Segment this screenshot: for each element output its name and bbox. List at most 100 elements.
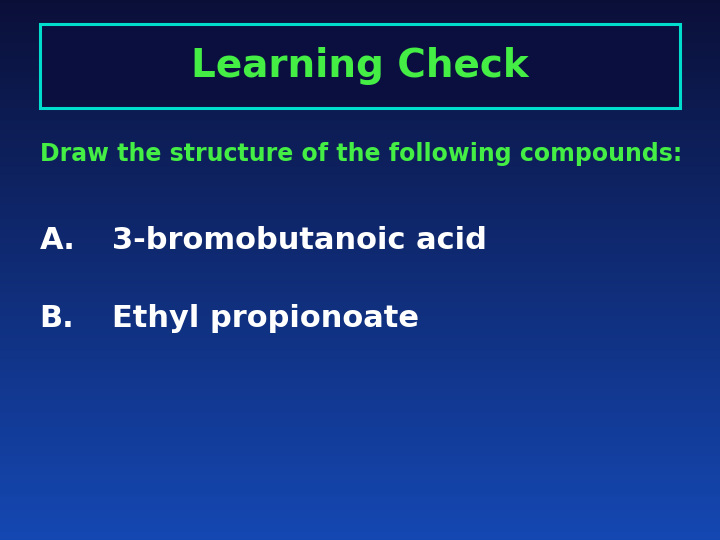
Text: Ethyl propionoate: Ethyl propionoate — [112, 304, 418, 333]
Bar — [0, 516, 720, 518]
Bar — [0, 246, 720, 248]
Bar — [0, 119, 720, 122]
Bar — [0, 157, 720, 159]
Bar — [0, 410, 720, 413]
Bar — [0, 375, 720, 378]
Bar — [0, 146, 720, 148]
Bar — [0, 30, 720, 32]
Bar — [0, 100, 720, 103]
Bar — [0, 454, 720, 456]
Bar — [0, 502, 720, 505]
Bar — [0, 327, 720, 329]
Bar — [0, 219, 720, 221]
Bar — [0, 70, 720, 73]
Bar — [0, 273, 720, 275]
Bar — [0, 400, 720, 402]
Bar — [0, 313, 720, 316]
Bar — [0, 364, 720, 367]
Bar — [0, 432, 720, 435]
Bar — [0, 197, 720, 200]
Bar — [0, 362, 720, 364]
Bar — [0, 65, 720, 68]
Bar — [0, 224, 720, 227]
Bar — [0, 483, 720, 486]
Bar — [0, 130, 720, 132]
Bar — [0, 427, 720, 429]
Bar — [0, 413, 720, 416]
Bar — [0, 54, 720, 57]
Bar — [0, 408, 720, 410]
Bar — [0, 46, 720, 49]
Bar — [0, 475, 720, 478]
Bar — [0, 113, 720, 116]
Bar — [0, 324, 720, 327]
Bar — [0, 240, 720, 243]
Bar — [0, 340, 720, 343]
Bar — [0, 170, 720, 173]
Bar — [0, 227, 720, 229]
Bar — [0, 329, 720, 332]
Bar — [0, 359, 720, 362]
Bar — [0, 278, 720, 281]
Text: 3-bromobutanoic acid: 3-bromobutanoic acid — [112, 226, 487, 255]
Bar — [0, 176, 720, 178]
Bar — [0, 456, 720, 459]
Bar — [0, 73, 720, 76]
Bar — [0, 248, 720, 251]
Bar — [0, 491, 720, 494]
Bar — [0, 205, 720, 208]
Bar — [0, 305, 720, 308]
Bar — [0, 19, 720, 22]
Bar — [0, 165, 720, 167]
Bar — [0, 221, 720, 224]
Bar — [0, 383, 720, 386]
FancyBboxPatch shape — [40, 24, 680, 108]
Bar — [0, 437, 720, 440]
Bar — [0, 243, 720, 246]
Bar — [0, 16, 720, 19]
Bar — [0, 200, 720, 202]
Bar — [0, 494, 720, 497]
Bar — [0, 381, 720, 383]
Bar — [0, 186, 720, 189]
Bar — [0, 500, 720, 502]
Bar — [0, 284, 720, 286]
Bar — [0, 451, 720, 454]
Text: A.: A. — [40, 226, 76, 255]
Bar — [0, 300, 720, 302]
Bar — [0, 478, 720, 481]
Bar — [0, 213, 720, 216]
Bar — [0, 184, 720, 186]
Bar — [0, 178, 720, 181]
Bar — [0, 211, 720, 213]
Bar — [0, 292, 720, 294]
Bar — [0, 108, 720, 111]
Bar — [0, 230, 720, 232]
Bar — [0, 529, 720, 532]
Bar — [0, 162, 720, 165]
Bar — [0, 418, 720, 421]
Bar — [0, 62, 720, 65]
Bar — [0, 319, 720, 321]
Bar — [0, 397, 720, 400]
Bar — [0, 489, 720, 491]
Bar — [0, 138, 720, 140]
Bar — [0, 521, 720, 524]
Bar — [0, 148, 720, 151]
Bar — [0, 216, 720, 219]
Bar — [0, 194, 720, 197]
Bar — [0, 421, 720, 424]
Bar — [0, 416, 720, 418]
Bar — [0, 259, 720, 262]
Bar — [0, 332, 720, 335]
Bar — [0, 127, 720, 130]
Bar — [0, 192, 720, 194]
Bar — [0, 513, 720, 516]
Bar — [0, 86, 720, 89]
Bar — [0, 297, 720, 300]
Bar — [0, 151, 720, 154]
Bar — [0, 302, 720, 305]
Bar — [0, 443, 720, 445]
Bar — [0, 532, 720, 535]
Bar — [0, 294, 720, 297]
